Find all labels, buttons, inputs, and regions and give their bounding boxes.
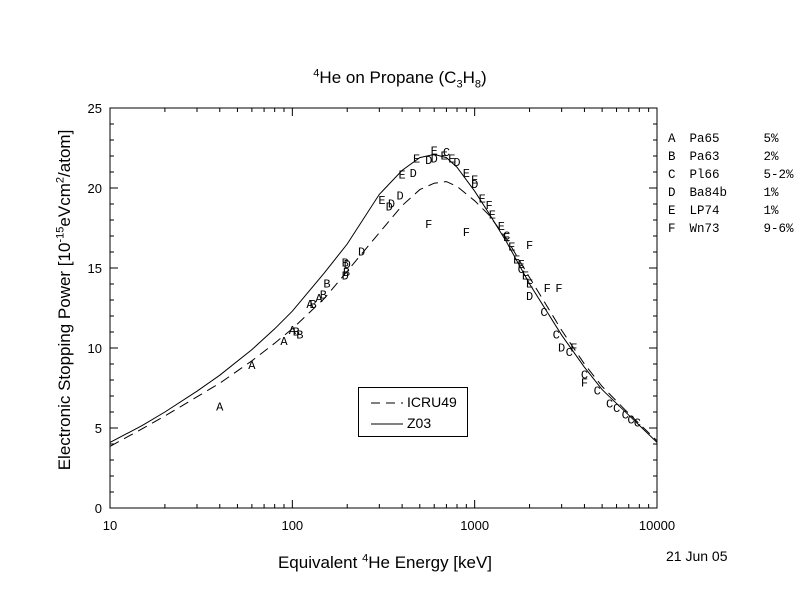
data-point-c: C [627, 413, 634, 427]
data-point-b: B [320, 289, 327, 303]
data-point-b: B [342, 257, 349, 271]
data-point-c: C [553, 329, 560, 343]
data-point-f: F [581, 377, 588, 391]
y-tick-label: 15 [88, 261, 102, 276]
data-point-d: D [558, 341, 565, 355]
data-point-d: D [388, 197, 395, 211]
reference-row: C Pl66 5-2% [668, 168, 794, 182]
y-tick-label: 10 [88, 341, 102, 356]
data-point-b: B [323, 277, 330, 291]
legend-label: Z03 [407, 415, 432, 431]
x-tick-label: 100 [281, 518, 303, 533]
data-point-a: A [248, 359, 256, 373]
data-point-c: C [634, 417, 641, 431]
data-point-d: D [397, 189, 404, 203]
date-stamp: 21 Jun 05 [666, 548, 728, 564]
data-point-e: E [479, 193, 486, 207]
reference-list: A Pa65 5% B Pa63 2% C Pl66 5-2% D Ba84b 1% E… [668, 130, 794, 238]
data-point-c: C [518, 263, 525, 277]
data-point-d: D [358, 245, 365, 259]
reference-row: B Pa63 2% [668, 150, 779, 164]
legend-dashed-swatch [371, 402, 403, 404]
data-point-f: F [555, 282, 562, 296]
reference-row: F Wn73 9-6% [668, 222, 794, 236]
data-point-f: F [544, 282, 551, 296]
data-point-d: D [453, 156, 460, 170]
data-point-d: D [431, 153, 438, 167]
data-point-d: D [386, 201, 393, 215]
legend-solid-swatch [371, 423, 403, 425]
legend-item-z03: Z03 [369, 415, 465, 435]
data-point-c: C [540, 306, 547, 320]
chart-legend: ICRU49 Z03 [358, 387, 468, 437]
data-point-d: D [471, 178, 478, 192]
x-tick-label: 1000 [460, 518, 489, 533]
data-point-c: C [566, 346, 573, 360]
series-line-z03 [109, 153, 658, 443]
data-point-d: D [425, 154, 432, 168]
data-point-f: F [570, 341, 577, 355]
reference-row: A Pa65 5% [668, 132, 779, 146]
data-point-c: C [503, 229, 510, 243]
data-point-e: E [503, 231, 510, 245]
data-point-c: C [581, 369, 588, 383]
data-point-d: D [410, 167, 417, 181]
data-point-d: D [344, 258, 351, 272]
data-point-b: B [296, 329, 303, 343]
legend-label: ICRU49 [407, 394, 457, 410]
data-point-c: C [443, 146, 450, 160]
data-point-a: A [280, 335, 288, 349]
x-tick-label: 10000 [639, 518, 675, 533]
data-point-e: E [518, 258, 525, 272]
data-point-c: C [613, 402, 620, 416]
data-point-e: E [431, 145, 438, 159]
x-axis-label: Equivalent 4He Energy [keV] [277, 552, 493, 572]
data-point-e: E [471, 173, 478, 187]
plot-frame [109, 107, 658, 509]
data-point-e: E [508, 241, 515, 255]
data-point-d: D [342, 269, 349, 283]
data-point-a: A [306, 298, 314, 312]
data-point-b: B [343, 266, 350, 280]
data-point-f: F [425, 218, 432, 232]
data-point-e: E [448, 153, 455, 167]
y-tick-label: 5 [95, 421, 102, 436]
y-tick-label: 20 [88, 181, 102, 196]
reference-row: E LP74 1% [668, 204, 779, 218]
data-point-c: C [594, 385, 601, 399]
reference-row: D Ba84b 1% [668, 186, 779, 200]
data-point-e: E [413, 153, 420, 167]
data-point-c: C [622, 409, 629, 423]
legend-item-icru49: ICRU49 [369, 394, 465, 414]
data-point-e: E [522, 269, 529, 283]
data-point-e: E [378, 194, 385, 208]
data-point-b: B [293, 325, 300, 339]
data-point-a: A [289, 324, 297, 338]
data-point-f: F [486, 199, 493, 213]
data-point-e: E [463, 167, 470, 181]
data-point-e: E [441, 149, 448, 163]
y-tick-label: 0 [95, 501, 102, 516]
data-point-f: F [463, 226, 470, 240]
y-tick-label: 25 [88, 101, 102, 116]
data-point-d: D [526, 290, 533, 304]
series-line-icru49 [109, 181, 658, 447]
data-point-f: F [526, 239, 533, 253]
data-point-e: E [399, 169, 406, 183]
data-point-e: E [489, 209, 496, 223]
data-point-c: C [606, 397, 613, 411]
data-point-a: A [216, 401, 224, 415]
data-point-a: A [315, 292, 323, 306]
data-point-e: E [526, 277, 533, 291]
chart-title: 4He on Propane (C3H8) [313, 67, 487, 91]
data-point-e: E [498, 220, 505, 234]
data-point-e: E [513, 253, 520, 267]
data-point-b: B [310, 298, 317, 312]
x-tick-label: 10 [103, 518, 117, 533]
